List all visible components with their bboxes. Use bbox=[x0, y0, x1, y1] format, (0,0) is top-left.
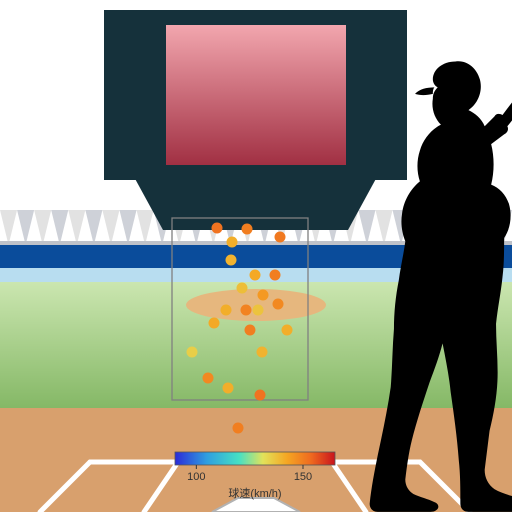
pitch-marker bbox=[241, 305, 252, 316]
legend-tick-label: 100 bbox=[187, 471, 205, 483]
pitch-marker bbox=[282, 325, 293, 336]
pitch-marker bbox=[227, 237, 238, 248]
pitch-marker bbox=[233, 423, 244, 434]
pitch-marker bbox=[226, 255, 237, 266]
pitch-marker bbox=[187, 347, 198, 358]
legend-label: 球速(km/h) bbox=[228, 486, 281, 500]
pitch-marker bbox=[275, 232, 286, 243]
pitch-marker bbox=[270, 270, 281, 281]
pitch-marker bbox=[203, 373, 214, 384]
legend-tick-label: 150 bbox=[294, 471, 312, 483]
pitch-marker bbox=[253, 305, 264, 316]
pitch-marker bbox=[250, 270, 261, 281]
pitch-marker bbox=[221, 305, 232, 316]
scoreboard-screen bbox=[166, 25, 346, 165]
pitch-marker bbox=[212, 223, 223, 234]
pitch-marker bbox=[245, 325, 256, 336]
pitch-marker bbox=[273, 299, 284, 310]
pitch-marker bbox=[209, 318, 220, 329]
pitch-marker bbox=[258, 290, 269, 301]
pitch-marker bbox=[237, 283, 248, 294]
scoreboard-base bbox=[133, 175, 378, 230]
pitch-marker bbox=[257, 347, 268, 358]
pitch-marker bbox=[223, 383, 234, 394]
pitch-marker bbox=[242, 224, 253, 235]
pitch-marker bbox=[255, 390, 266, 401]
